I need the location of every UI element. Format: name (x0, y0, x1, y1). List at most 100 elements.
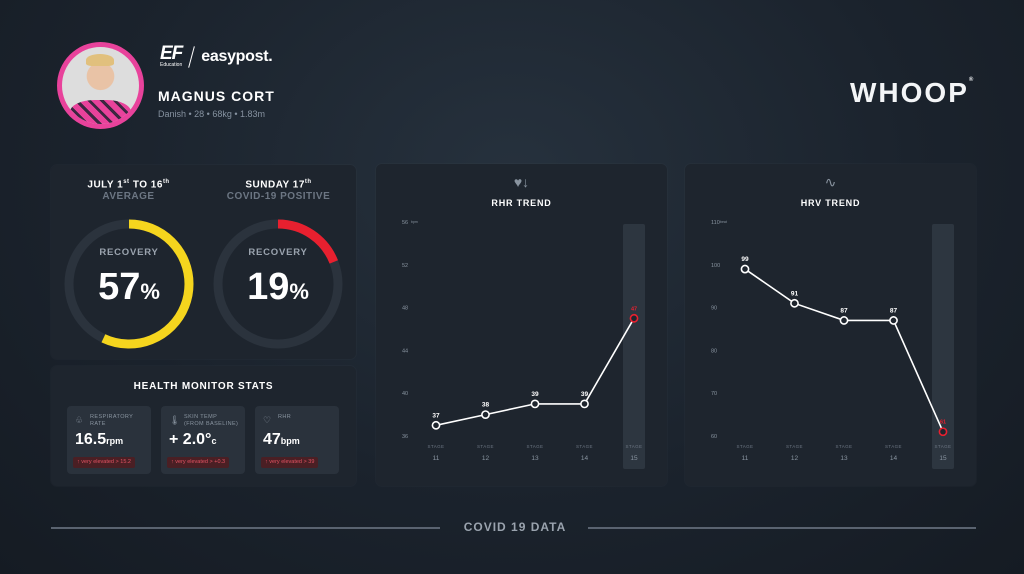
ring-progress (64, 219, 194, 349)
x-tick-label: 15 (630, 455, 638, 462)
thermometer-icon: 🌡︎ (169, 415, 181, 425)
x-stage-label: STAGE (935, 444, 952, 449)
skin-temp-card: 🌡︎ SKIN TEMP (FROM BASELINE) + 2.0°c ↑ ve… (161, 406, 245, 474)
logo-divider (188, 46, 196, 68)
data-label: 87 (840, 307, 848, 314)
recovery-value: 57% (98, 266, 160, 308)
stat-label: RHR (278, 414, 292, 420)
sponsor-logo: easypost. (201, 48, 273, 65)
x-tick-label: 14 (890, 455, 898, 462)
x-stage-label: STAGE (836, 444, 853, 449)
y-tick-label: 48 (402, 306, 408, 312)
elevated-badge: ↑ very elevated > 39 (261, 457, 319, 468)
lungs-icon: ♧ (75, 415, 84, 425)
recovery-period-heading: JULY 1st TO 16th AVERAGE (87, 179, 170, 203)
y-tick-label: 90 (711, 306, 717, 312)
x-stage-label: STAGE (737, 444, 754, 449)
y-tick-label: 40 (402, 391, 408, 397)
data-point (938, 427, 948, 437)
health-monitor-panel: HEALTH MONITOR STATS ♧ RESPIRATORY RATE 1… (51, 366, 356, 486)
chart-title: HRV TREND (800, 198, 861, 208)
data-label: 87 (890, 307, 898, 314)
y-tick-label: 56 (402, 220, 408, 226)
x-stage-label: STAGE (428, 444, 445, 449)
x-tick-label: 11 (742, 455, 749, 462)
x-stage-label: STAGE (786, 444, 803, 449)
rider-name: MAGNUS CORT (158, 88, 275, 104)
data-point (889, 316, 898, 325)
x-tick-label: 15 (939, 455, 947, 462)
hrv-trend-panel: ∿ HRV TREND 60 70 80 90 100 110 beat STAGE 11 STA… (685, 164, 976, 486)
data-label: 91 (791, 290, 799, 297)
data-point (740, 264, 750, 274)
rider-info: Danish • 28 • 68kg • 1.83m (158, 109, 266, 119)
team-logo: EF Education easypost. (160, 43, 273, 68)
data-label: 38 (482, 402, 490, 409)
y-tick-label: 36 (402, 434, 408, 440)
x-tick-label: 12 (791, 455, 799, 462)
highlight-column (932, 224, 954, 469)
x-stage-label: STAGE (885, 444, 902, 449)
x-tick-label: 11 (433, 455, 440, 462)
data-label: 39 (581, 391, 589, 398)
respiratory-rate-card: ♧ RESPIRATORY RATE 16.5rpm ↑ very elevate… (67, 406, 151, 474)
rhr-trend-panel: ♥↓ RHR TREND 36 40 44 48 52 56 bpm STAGE 11 STAGE… (376, 164, 667, 486)
x-stage-label: STAGE (626, 444, 643, 449)
y-tick-label: 60 (711, 434, 717, 440)
data-label: 39 (531, 391, 539, 398)
data-point (431, 420, 441, 430)
stat-label: SKIN TEMP (FROM BASELINE) (184, 414, 239, 427)
x-stage-label: STAGE (527, 444, 544, 449)
stat-value: 47bpm (263, 431, 300, 448)
footer-label: COVID 19 DATA (463, 520, 567, 534)
elevated-badge: ↑ very elevated > 15.2 (73, 457, 135, 468)
footer-divider-right (588, 527, 976, 529)
x-stage-label: STAGE (477, 444, 494, 449)
series-line (744, 268, 944, 433)
x-tick-label: 13 (531, 455, 539, 462)
ef-logo: EF Education (160, 43, 183, 68)
y-tick-label: 44 (402, 348, 408, 354)
recovery-panel: JULY 1st TO 16th AVERAGE SUNDAY 17th COV… (51, 165, 356, 359)
y-tick-label: 80 (711, 348, 717, 354)
pulse-icon: ∿ (824, 174, 837, 190)
x-tick-label: 12 (482, 455, 490, 462)
x-stage-label: STAGE (576, 444, 593, 449)
y-tick-label: 100 (711, 263, 720, 269)
rhr-trend-chart: 36 40 44 48 52 56 bpm STAGE 11 STAGE 12 STAGE 13 STAG… (402, 220, 645, 469)
data-label: 37 (432, 412, 440, 419)
health-monitor-title: HEALTH MONITOR STATS (133, 381, 274, 392)
elevated-badge: ↑ very elevated > +0.3 (167, 457, 230, 468)
chart-title: RHR TREND (491, 198, 552, 208)
heart-down-icon: ♥↓ (513, 174, 530, 190)
recovery-value: 19% (247, 266, 309, 308)
data-label: 61 (940, 420, 946, 426)
data-label: 99 (741, 256, 749, 263)
data-point (580, 399, 589, 409)
data-label: 47 (631, 306, 637, 312)
recovery-label: RECOVERY (99, 247, 159, 258)
data-point (481, 410, 490, 419)
highlight-column (623, 224, 645, 469)
y-tick-label: 52 (402, 263, 408, 269)
y-unit-label: beat (720, 220, 727, 224)
rider-avatar (57, 42, 144, 129)
rhr-card: ♡ RHR 47bpm ↑ very elevated > 39 (255, 406, 339, 474)
stat-value: + 2.0°c (169, 431, 217, 448)
y-tick-label: 110 (711, 220, 720, 226)
x-tick-label: 13 (840, 455, 848, 462)
y-unit-label: bpm (411, 220, 418, 224)
data-point (530, 399, 540, 409)
data-point (629, 313, 639, 323)
data-point (839, 316, 849, 325)
data-point (790, 298, 799, 308)
series-line (435, 317, 635, 427)
recovery-label: RECOVERY (248, 247, 308, 258)
ring-progress (213, 219, 343, 349)
x-tick-label: 14 (581, 455, 589, 462)
stat-label: RESPIRATORY RATE (90, 414, 134, 427)
footer-divider-left (51, 527, 440, 529)
brand-logo: WHOOP® (850, 77, 976, 108)
heart-rate-icon: ♡ (263, 415, 272, 425)
hrv-trend-chart: 60 70 80 90 100 110 beat STAGE 11 STAGE 12 STAGE 13 S… (711, 220, 954, 469)
